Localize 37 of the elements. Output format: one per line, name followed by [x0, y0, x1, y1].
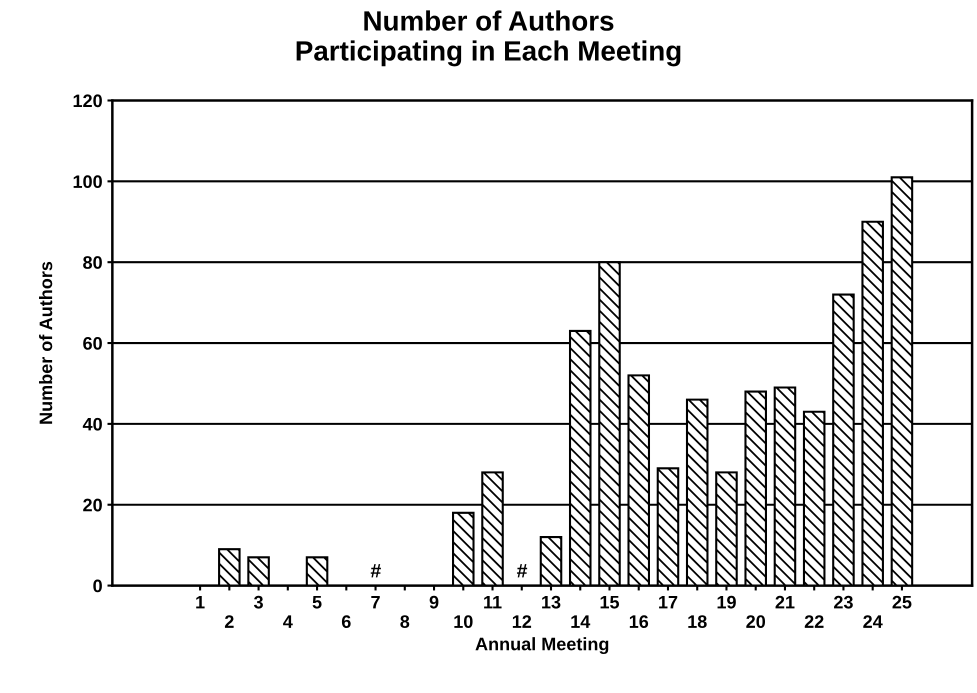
x-tick-label: 3: [254, 596, 263, 609]
y-axis-title: Number of Authors: [39, 262, 52, 424]
y-tick-label: 100: [74, 175, 102, 188]
y-tick-label: 40: [82, 418, 102, 431]
annotation: #: [370, 564, 381, 578]
x-tick-label: 24: [863, 615, 883, 628]
y-tick-label: 60: [83, 336, 102, 350]
x-tick-label: 8: [400, 615, 410, 628]
x-tick-label: 13: [542, 596, 560, 609]
x-tick-label: 18: [688, 615, 707, 628]
x-tick-label: 1: [196, 596, 205, 608]
y-tick-label: 80: [83, 256, 102, 269]
y-tick-label: 120: [74, 94, 102, 108]
x-tick-label: 12: [512, 615, 532, 628]
x-tick-label: 23: [834, 596, 853, 609]
x-tick-label: 20: [746, 615, 766, 628]
x-tick-label: 16: [630, 615, 648, 628]
chart-title: Number of Authors Participating in Each Meeting: [296, 10, 680, 66]
x-tick-label: 19: [718, 596, 736, 609]
x-tick-label: 10: [454, 615, 473, 628]
annotation: #: [516, 564, 528, 578]
x-tick-label: 21: [776, 596, 794, 608]
x-tick-label: 15: [600, 596, 620, 609]
x-tick-label: 9: [430, 596, 438, 609]
x-tick-label: 11: [484, 596, 502, 608]
x-tick-label: 7: [371, 596, 380, 608]
x-tick-label: 6: [342, 615, 351, 628]
y-tick-label: 0: [93, 580, 102, 592]
x-tick-label: 22: [804, 615, 824, 628]
x-tick-label: 5: [312, 596, 322, 609]
x-tick-label: 25: [892, 596, 912, 609]
x-tick-label: 17: [659, 596, 678, 608]
y-tick-label: 20: [83, 498, 102, 512]
x-tick-label: 2: [224, 615, 234, 628]
x-axis-title: Annual Meeting: [475, 637, 608, 654]
x-tick-label: 4: [283, 615, 293, 628]
x-tick-label: 14: [571, 615, 590, 628]
